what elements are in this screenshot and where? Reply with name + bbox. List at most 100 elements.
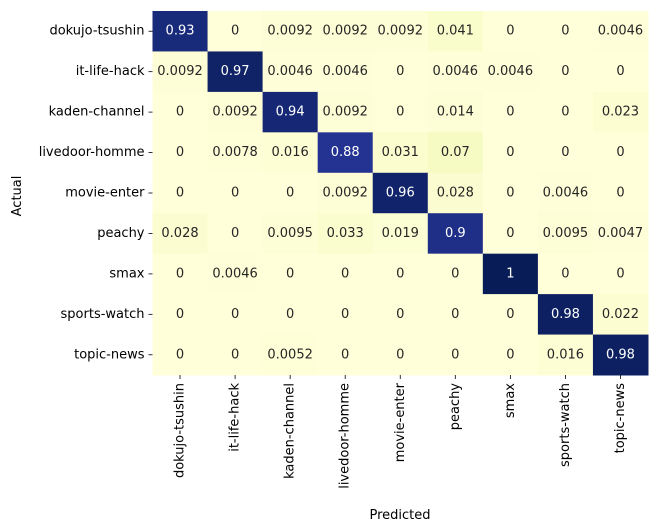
heatmap-cell (537, 132, 594, 174)
x-tick-label: movie-enter (393, 382, 408, 462)
cell-value-label: 0 (616, 186, 624, 201)
cell-value-label: 0 (396, 347, 404, 362)
cell-value-label: 0.98 (551, 307, 580, 322)
cell-value-label: 0 (231, 307, 239, 322)
heatmap-cell (427, 172, 484, 214)
cell-value-label: 0.041 (437, 24, 474, 39)
y-tick-label: kaden-channel (49, 105, 145, 120)
heatmap-cell (482, 11, 539, 52)
cell-value-label: 0 (451, 307, 459, 322)
heatmap-cell (427, 11, 484, 52)
heatmap-cell (207, 51, 264, 93)
cell-value-label: 0 (286, 307, 294, 322)
cell-value-label: 0 (561, 64, 569, 79)
heatmap-cell (427, 91, 484, 133)
cell-value-label: 0.98 (606, 347, 635, 362)
cell-value-label: 0 (451, 266, 459, 281)
heatmap-cell (482, 172, 539, 214)
cell-value-label: 0.0092 (322, 186, 368, 201)
x-tick-label: dokujo-tsushin (173, 383, 188, 478)
cell-value-label: 0 (451, 347, 459, 362)
heatmap-cell (262, 213, 319, 255)
heatmap-cell (317, 213, 374, 255)
heatmap-cell (152, 51, 209, 93)
heatmap-cell (317, 334, 374, 376)
heatmap-cell (317, 172, 374, 214)
heatmap-cell (317, 11, 374, 52)
heatmap-cell (427, 51, 484, 93)
cell-value-label: 0.0046 (267, 64, 313, 79)
cell-value-label: 0 (286, 266, 294, 281)
heatmap-cell (482, 91, 539, 133)
heatmap-cell (262, 51, 319, 93)
cell-value-label: 0 (506, 186, 514, 201)
heatmap-cell (537, 11, 594, 52)
heatmap-cell (262, 91, 319, 133)
heatmap-cell (592, 51, 649, 93)
heatmap-cell (537, 51, 594, 93)
cell-value-label: 0.94 (276, 105, 305, 120)
heatmap-cell (592, 11, 649, 52)
heatmap-cell (262, 294, 319, 336)
heatmap-cell (262, 334, 319, 376)
x-tick-label: sports-watch (558, 383, 573, 467)
cell-value-label: 0.028 (161, 226, 198, 241)
heatmap-cells: 0.93 0 0.0092 0.0092 0.0092 0.041 0 0 0.0046 0.00… (152, 11, 649, 376)
cell-value-label: 0.0047 (598, 226, 644, 241)
heatmap-cell (262, 172, 319, 214)
cell-value-label: 0 (396, 266, 404, 281)
cell-value-label: 0 (341, 347, 349, 362)
heatmap-cell (482, 294, 539, 336)
y-tick-label: sports-watch (61, 307, 145, 322)
heatmap-cell (372, 213, 429, 255)
cell-value-label: 0.0092 (267, 24, 313, 39)
heatmap-cell (207, 334, 264, 376)
cell-value-label: 0.97 (221, 64, 250, 79)
cell-value-label: 0 (396, 64, 404, 79)
heatmap-cell (152, 334, 209, 376)
heatmap-cell (152, 132, 209, 174)
cell-value-label: 0.0078 (212, 145, 258, 160)
heatmap-cell (207, 11, 264, 52)
heatmap-cell (152, 91, 209, 133)
cell-value-label: 0.96 (386, 186, 415, 201)
heatmap-cell (317, 253, 374, 295)
heatmap-cell (317, 132, 374, 174)
cell-value-label: 0.0046 (488, 64, 534, 79)
x-tick-label: peachy (448, 383, 463, 431)
heatmap-cell (372, 51, 429, 93)
heatmap-cell (152, 11, 209, 52)
cell-value-label: 0 (616, 64, 624, 79)
cell-value-label: 0.93 (166, 24, 195, 39)
cell-value-label: 0.0052 (267, 347, 313, 362)
x-tick-label: smax (503, 383, 518, 418)
heatmap-cell (537, 253, 594, 295)
cell-value-label: 0 (616, 266, 624, 281)
cell-value-label: 0 (286, 186, 294, 201)
cell-value-label: 0 (176, 307, 184, 322)
cell-value-label: 0 (176, 105, 184, 120)
heatmap-cell (207, 91, 264, 133)
heatmap-cell (427, 132, 484, 174)
cell-value-label: 0.0092 (322, 105, 368, 120)
cell-value-label: 0.0046 (598, 24, 644, 39)
cell-value-label: 0 (396, 307, 404, 322)
cell-value-label: 0.019 (382, 226, 419, 241)
cell-value-label: 0.028 (437, 186, 474, 201)
heatmap-cell (482, 253, 539, 295)
y-tick-label: topic-news (74, 347, 145, 362)
heatmap-cell (152, 172, 209, 214)
heatmap-cell (482, 132, 539, 174)
cell-value-label: 0 (231, 347, 239, 362)
heatmap-cell (537, 334, 594, 376)
cell-value-label: 0 (231, 186, 239, 201)
heatmap-cell (372, 172, 429, 214)
cell-value-label: 0 (231, 226, 239, 241)
cell-value-label: 0 (616, 145, 624, 160)
cell-value-label: 0 (176, 266, 184, 281)
cell-value-label: 0 (341, 307, 349, 322)
cell-value-label: 0.07 (441, 145, 470, 160)
cell-value-label: 0 (231, 24, 239, 39)
cell-value-label: 0 (506, 105, 514, 120)
